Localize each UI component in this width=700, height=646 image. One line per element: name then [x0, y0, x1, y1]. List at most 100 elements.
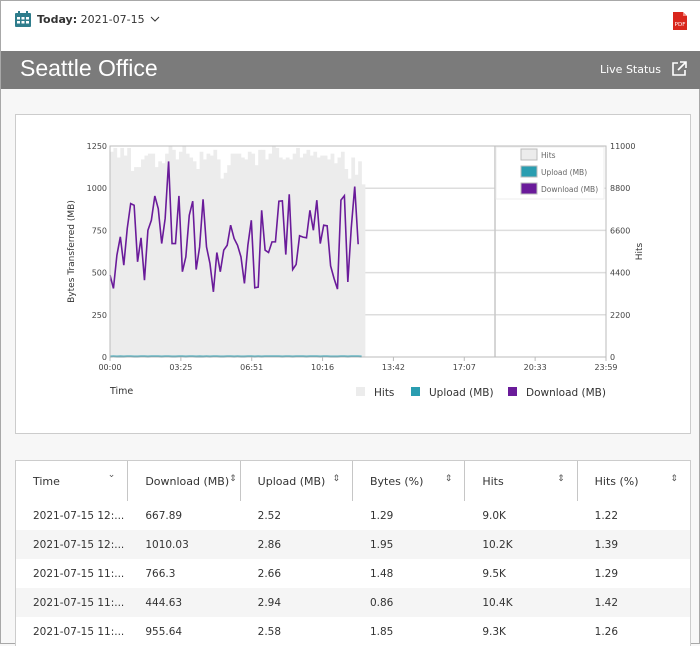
y-tick-label: 750	[92, 226, 107, 235]
hits-bar	[224, 173, 228, 357]
page-title: Seattle Office	[20, 55, 158, 82]
y2-tick-label: 4400	[610, 269, 630, 278]
x-tick-label: 23:59	[594, 363, 617, 372]
hits-bar	[300, 158, 304, 357]
sort-icon[interactable]: ⇕	[445, 474, 453, 484]
y-tick-label: 1000	[87, 184, 107, 193]
y-tick-label: 250	[92, 311, 107, 320]
hits-bar	[203, 159, 207, 357]
hits-bar	[317, 158, 321, 357]
hits-bar	[320, 156, 324, 357]
table-header: Time⌄Download (MB)⇕Upload (MB)⇕Bytes (%)…	[16, 461, 690, 501]
hits-bar	[255, 165, 259, 357]
column-header-hits[interactable]: Hits ⇕	[465, 461, 577, 501]
column-header-bytes[interactable]: Bytes (%)⇕	[353, 461, 465, 501]
x-tick-label: 06:51	[240, 363, 263, 372]
hits-bar	[131, 171, 135, 357]
hits-bar	[127, 148, 131, 357]
hits-bar	[138, 167, 142, 357]
table-cell: 444.63	[128, 588, 240, 617]
column-label: Hits	[482, 475, 503, 488]
external-link-icon	[671, 61, 687, 77]
table-cell: 955.64	[128, 617, 240, 646]
hits-bar	[200, 152, 204, 357]
date-value: 2021-07-15	[81, 13, 145, 26]
legend-swatch	[521, 149, 537, 160]
table-cell: 1.95	[353, 530, 465, 559]
y-tick-label: 0	[102, 353, 107, 362]
table-cell: 2.94	[241, 588, 353, 617]
sort-icon[interactable]: ⇕	[332, 474, 340, 484]
column-header-upload-mb[interactable]: Upload (MB)⇕	[241, 461, 353, 501]
table-cell: 10.2K	[465, 530, 577, 559]
hits-bar	[306, 150, 310, 357]
table-cell: 10.4K	[465, 588, 577, 617]
hits-bar	[148, 154, 152, 357]
date-picker[interactable]: Today: 2021-07-15	[14, 10, 160, 28]
table-cell: 1.26	[578, 617, 690, 646]
x-tick-label: 20:33	[524, 363, 547, 372]
column-label: Time	[33, 475, 60, 488]
legend-swatch	[356, 387, 365, 396]
sort-icon[interactable]: ⇕	[557, 474, 565, 484]
y2-tick-label: 0	[610, 353, 615, 362]
hits-bar	[303, 154, 307, 357]
hits-bar	[310, 156, 314, 357]
table-cell: 2.52	[241, 501, 353, 530]
legend-swatch	[521, 166, 537, 177]
hits-bar	[358, 161, 362, 357]
column-header-hits[interactable]: Hits (%)⇕	[578, 461, 690, 501]
hits-bar	[275, 148, 279, 357]
sort-desc-icon[interactable]: ⌄	[108, 470, 116, 480]
hits-bar	[134, 167, 138, 357]
column-label: Download (MB)	[145, 475, 229, 488]
svg-text:PDF: PDF	[675, 22, 686, 28]
y-tick-label: 1250	[87, 142, 107, 151]
legend-label: Hits	[374, 387, 394, 399]
table-cell: 2021-07-15 12:...	[16, 501, 128, 530]
column-header-download-mb[interactable]: Download (MB)⇕	[128, 461, 240, 501]
hits-bar	[334, 163, 338, 357]
traffic-chart: 0250500750100012500220044006600880011000…	[16, 115, 690, 433]
chevron-down-icon	[150, 15, 160, 23]
hits-bar	[248, 152, 252, 357]
hits-bar	[110, 152, 114, 357]
table-cell: 667.89	[128, 501, 240, 530]
table-cell: 2021-07-15 11:...	[16, 588, 128, 617]
hits-bar	[155, 167, 159, 357]
sort-icon[interactable]: ⇕	[670, 474, 678, 484]
hits-bar	[234, 154, 238, 357]
table-cell: 9.0K	[465, 501, 577, 530]
hits-bar	[282, 159, 286, 357]
table-cell: 9.5K	[465, 559, 577, 588]
live-status-link[interactable]: Live Status	[600, 61, 687, 77]
hits-bar	[172, 150, 176, 357]
table-cell: 9.3K	[465, 617, 577, 646]
table-cell: 1.29	[353, 501, 465, 530]
column-header-time[interactable]: Time ⌄	[16, 461, 128, 501]
hits-bar	[227, 165, 231, 357]
hits-bar	[158, 161, 162, 357]
hits-bar	[265, 159, 269, 357]
y-tick-label: 500	[92, 269, 107, 278]
x-tick-label: 10:16	[311, 363, 334, 372]
table-cell: 2021-07-15 11:...	[16, 559, 128, 588]
calendar-icon	[14, 10, 32, 28]
hits-bar	[279, 158, 283, 357]
hits-bar	[331, 154, 335, 357]
hits-bar	[210, 156, 214, 357]
table-cell: 1.48	[353, 559, 465, 588]
table-cell: 2021-07-15 11:...	[16, 617, 128, 646]
legend-label: Upload (MB)	[541, 168, 587, 177]
x-axis-label: Time	[109, 386, 133, 397]
y2-tick-label: 6600	[610, 226, 630, 235]
table-cell: 0.86	[353, 588, 465, 617]
legend-label: Upload (MB)	[429, 387, 494, 399]
pdf-icon[interactable]: PDF	[673, 12, 687, 30]
sort-icon[interactable]: ⇕	[229, 474, 237, 484]
